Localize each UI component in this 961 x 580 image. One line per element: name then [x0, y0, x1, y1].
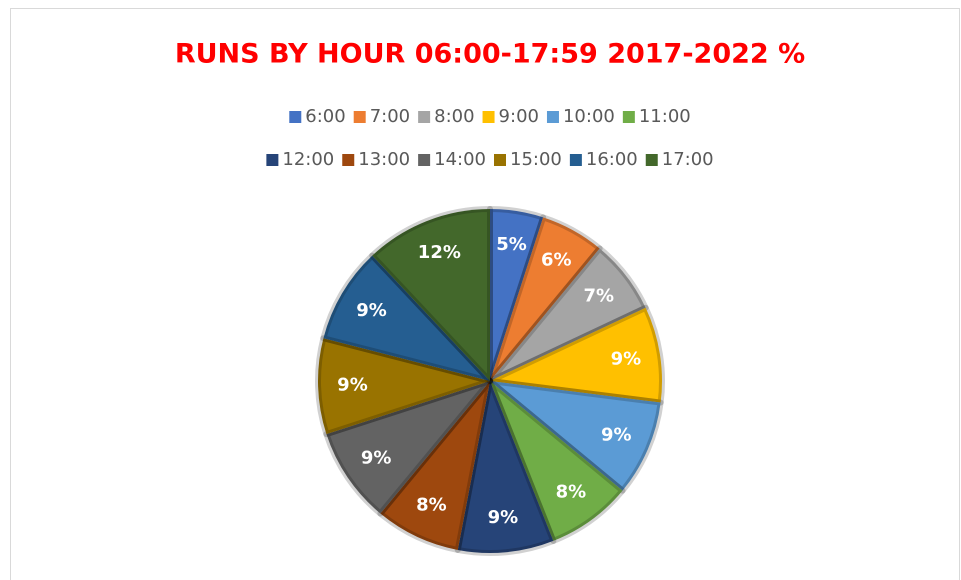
legend-label: 8:00 [434, 106, 474, 127]
pie-slice [487, 378, 626, 544]
legend-swatch [546, 111, 559, 123]
chart-title: RUNS BY HOUR 06:00-17:59 2017-2022 % [175, 39, 805, 70]
pie-slice [487, 214, 603, 384]
data-label: 8% [416, 495, 447, 516]
legend-swatch [353, 111, 366, 123]
data-label: 6% [541, 249, 572, 270]
legend-row: 6:00 7:00 8:00 9:00 10:00 11:00 [289, 106, 691, 127]
pie-slice [487, 206, 547, 384]
legend-label: 16:00 [586, 149, 638, 170]
data-label: 5% [496, 234, 527, 255]
legend-label: 9:00 [499, 106, 539, 127]
pie-slice [323, 378, 493, 517]
pie-slice [487, 378, 664, 494]
legend-swatch [289, 111, 302, 123]
data-label: 8% [556, 481, 587, 502]
data-label: 9% [611, 348, 642, 369]
legend-swatch [266, 154, 279, 166]
pie-slice [487, 245, 649, 384]
legend-swatch [569, 154, 582, 166]
legend-label: 14:00 [434, 149, 486, 170]
data-label: 12% [418, 242, 461, 263]
data-label: 9% [361, 447, 392, 468]
legend-label: 6:00 [305, 106, 345, 127]
pie-slice [377, 378, 493, 553]
legend-swatch [418, 111, 431, 123]
legend-label: 17:00 [662, 149, 714, 170]
legend-label: 11:00 [639, 106, 691, 127]
legend-swatch [494, 154, 506, 166]
pie-slice [315, 335, 493, 438]
legend-swatch [645, 154, 658, 166]
data-label: 9% [601, 425, 632, 446]
legend-label: 13:00 [358, 149, 410, 170]
legend-label: 10:00 [563, 106, 615, 127]
data-label: 7% [583, 286, 614, 307]
pie-slice [320, 252, 493, 384]
legend-swatch [622, 111, 635, 123]
legend-swatch [482, 111, 495, 123]
legend-label: 12:00 [282, 149, 334, 170]
data-label: 9% [356, 300, 387, 321]
data-label: 9% [337, 374, 368, 395]
legend-row: 12:00 13:00 14:00 15:00 16:00 17:00 [266, 149, 714, 170]
legend-label: 15:00 [510, 149, 562, 170]
legend-label: 7:00 [370, 106, 410, 127]
pie-slice [454, 378, 557, 556]
pie-slice [487, 304, 665, 406]
pie-slice [369, 206, 493, 384]
legend-swatch [342, 154, 355, 166]
legend-swatch [418, 154, 431, 166]
data-label: 9% [488, 507, 519, 528]
